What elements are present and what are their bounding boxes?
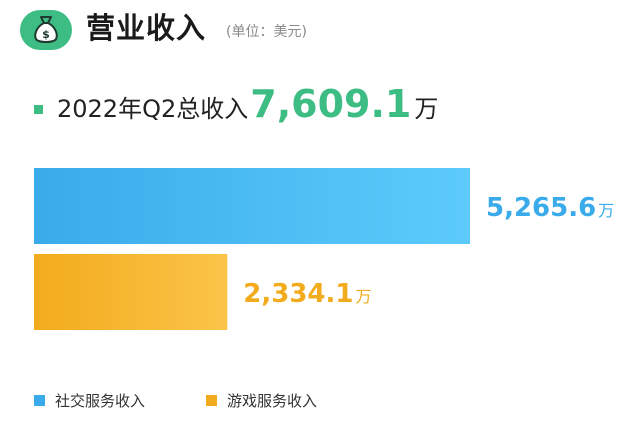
money-bag-icon: $ — [20, 10, 72, 50]
total-value: 7,609.1 — [250, 82, 412, 126]
legend-item-social: 社交服务收入 — [34, 390, 145, 411]
legend-swatch-game — [206, 395, 217, 406]
unit-note: (单位：美元) — [226, 24, 307, 40]
bar-game — [34, 254, 228, 330]
legend-item-game: 游戏服务收入 — [206, 390, 317, 411]
svg-text:$: $ — [42, 28, 50, 41]
value-label-social: 5,265.6 万 — [486, 193, 614, 223]
value-label-game: 2,334.1 万 — [243, 279, 371, 309]
legend-label-social: 社交服务收入 — [55, 392, 146, 410]
page-title: 营业收入 — [86, 11, 207, 45]
bar-social — [34, 168, 470, 244]
legend-swatch-social — [34, 395, 45, 406]
total-revenue: 2022年Q2总收入 7,609.1 万 — [34, 82, 438, 132]
total-bullet-icon — [34, 104, 43, 114]
total-unit: 万 — [414, 95, 439, 123]
legend-label-game: 游戏服务收入 — [227, 392, 318, 410]
total-label: 2022年Q2总收入 — [57, 95, 249, 123]
